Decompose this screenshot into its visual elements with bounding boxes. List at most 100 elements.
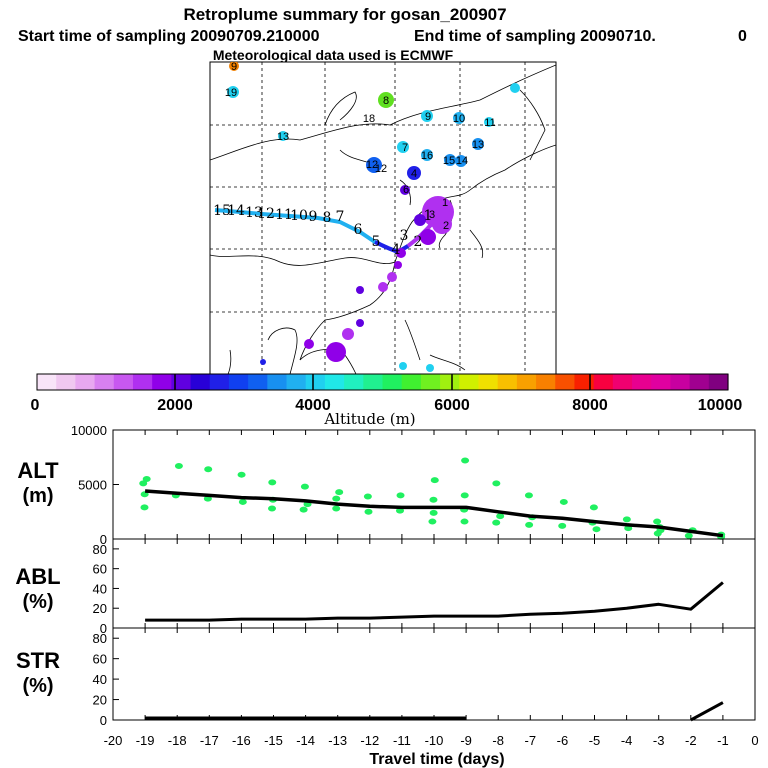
colorbar-swatch [324,374,345,390]
end-time-label: End time of sampling 20090710. [414,28,656,45]
colorbar-swatch [689,374,710,390]
colorbar-frame [36,373,729,391]
scatter-point [496,513,505,520]
y-tick-label: 40 [93,672,107,687]
cluster-label: 14 [456,155,468,167]
colorbar-swatch [478,374,499,390]
scatter-point [430,477,439,484]
plume-label-10: 10 [290,208,308,224]
scatter-point [332,495,341,502]
scatter-point [592,526,601,533]
colorbar-tick-labels: 0 2000 4000 6000 8000 10000 [31,397,743,414]
colorbar-swatch [497,374,518,390]
scatter-point [396,507,405,514]
colorbar-swatch [344,374,364,390]
colorbar-swatch [305,374,326,390]
plume-label-14: 14 [227,203,245,219]
y-tick-label: 0 [100,621,107,636]
scatter-point [396,492,405,499]
scatter-point [268,479,277,486]
met-data-label: Meteorological data used is ECMWF [213,47,454,63]
colorbar-tick: 8000 [572,397,608,414]
x-tick-label: -5 [589,733,601,748]
colorbar-swatch [516,374,537,390]
scatter-point [525,521,534,528]
scatter-point [142,476,151,483]
x-tick-label: -18 [168,733,187,748]
colorbar-swatch [113,374,134,390]
cluster-label: 18 [363,113,375,125]
cluster-label: 7 [402,142,408,154]
start-time-label: Start time of sampling 20090709.210000 [18,28,320,45]
scatter-point [589,504,598,511]
scatter-point [335,489,344,496]
altitude-colorbar [36,373,729,391]
colorbar-swatch [56,374,76,390]
cluster-label: 9 [425,111,431,123]
plume-label-7: 7 [336,209,345,225]
scatter-point [429,509,438,516]
plume-label-13: 13 [245,205,263,221]
scatter-point [300,483,309,490]
scatter-point [268,505,277,512]
colorbar-swatch [267,374,288,390]
scatter-point [653,530,662,537]
colorbar-label: Altitude (m) [323,410,415,428]
scatter-point [363,493,372,500]
colorbar-swatch [536,374,556,390]
abl-label: ABL [15,564,60,589]
colorbar-swatch [632,374,652,390]
y-tick-label: 0 [100,713,107,728]
cluster-label: 19 [225,87,237,99]
cluster-label: 10 [453,113,465,125]
plume-label-12: 12 [257,206,275,222]
plume-label-15: 15 [213,203,231,219]
series-line [690,701,724,722]
colorbar-swatch [670,374,691,390]
panel-str: 0 20 40 60 80 [93,627,756,728]
colorbar-tick: 0 [31,397,40,414]
colorbar-swatch [459,374,480,390]
colorbar-tick: 10000 [698,397,743,414]
panel-frame [112,627,756,721]
plume-label-11: 11 [275,207,293,223]
y-tick-label: 40 [93,581,107,596]
scatter-point [492,519,501,526]
scatter-point [299,506,308,513]
str-label: STR [16,648,60,673]
x-tick-label: 0 [751,733,758,748]
cluster-label: 12 [375,163,387,175]
scatter-point [364,508,373,515]
colorbar-tick: 2000 [157,397,193,414]
scatter-point [140,504,149,511]
cluster-label: 11 [484,117,495,129]
colorbar-swatch [248,374,268,390]
colorbar-swatch [612,374,633,390]
scatter-point [653,518,662,525]
colorbar-swatch [401,374,422,390]
scatter-point [461,457,470,464]
cluster-label: 4 [411,168,417,180]
y-tick-label: 5000 [78,478,107,493]
x-tick-label: -19 [136,733,155,748]
x-tick-label: -17 [200,733,219,748]
scatter-point [492,480,501,487]
cluster-label: 13 [472,139,484,151]
colorbar-swatch [132,374,153,390]
x-tick-label: -11 [393,733,411,748]
colorbar-tick: 4000 [295,397,331,414]
y-tick-label: 20 [93,601,107,616]
colorbar-swatch [209,374,230,390]
scatter-point [558,522,567,529]
cluster-label: 8 [383,95,389,107]
panel-alt: 0 5000 10000 [71,423,756,547]
cluster-label: 13 [277,131,289,143]
x-tick-label: -16 [232,733,251,748]
cluster-label: 1 [442,197,448,209]
map-frame [209,61,557,375]
scatter-point [460,518,469,525]
alt-unit: (m) [22,485,53,507]
plume-label-6: 6 [354,222,363,238]
colorbar-swatch [651,374,672,390]
